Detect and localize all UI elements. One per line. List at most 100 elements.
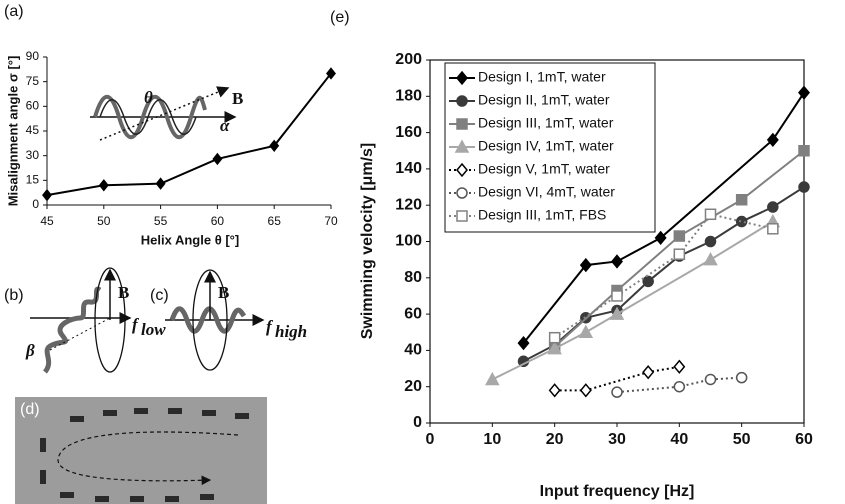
data-point: [98, 179, 109, 192]
diagram-b: (b) B β f low: [4, 267, 166, 374]
legend-marker: [456, 70, 468, 86]
series-line: [46, 72, 332, 197]
data-point: [704, 235, 717, 248]
y-tick-label: 0: [32, 197, 39, 211]
data-point: [673, 230, 686, 242]
panel-label: (b): [4, 287, 24, 304]
data-point: [611, 386, 623, 398]
data-point: [735, 194, 748, 206]
frequency-subscript: low: [141, 320, 166, 339]
x-tick-label: 50: [733, 431, 751, 448]
data-point: [704, 373, 717, 386]
x-tick-label: 60: [211, 214, 225, 228]
x-tick-label: 50: [97, 214, 111, 228]
x-tick-label: 60: [795, 431, 813, 448]
data-point: [673, 380, 686, 393]
frequency-subscript: high: [275, 322, 307, 341]
data-point: [654, 230, 667, 246]
data-point: [326, 67, 336, 80]
data-point: [704, 208, 717, 221]
theta-label: θ: [144, 88, 153, 107]
y-tick-label: 60: [26, 99, 40, 113]
y-tick-label: 90: [26, 49, 40, 63]
y-tick-label: 0: [413, 414, 422, 431]
legend-label: Design III, 1mT, FBS: [478, 207, 606, 223]
diagram-d: (d): [15, 397, 267, 504]
y-tick-label: 30: [26, 148, 40, 162]
data-point: [155, 177, 166, 190]
data-point: [578, 324, 594, 338]
y-axis-label: Misalignment angle σ [°]: [5, 56, 20, 207]
data-point: [547, 341, 562, 355]
x-tick-label: 65: [268, 214, 282, 228]
data-point: [42, 188, 52, 202]
y-tick-label: 80: [404, 269, 422, 286]
series-line: [616, 376, 742, 394]
data-point: [212, 152, 223, 166]
legend-box: [444, 62, 656, 233]
beta-label: β: [25, 341, 35, 360]
legend-marker: [456, 162, 468, 178]
y-tick-label: 75: [26, 74, 40, 88]
frequency-label: f: [132, 315, 140, 334]
data-point: [517, 335, 530, 351]
legend-marker: [456, 118, 468, 130]
legend-label: Design V, 1mT, water: [478, 161, 610, 177]
frequency-label: f: [266, 317, 274, 336]
legend-label: Design II, 1mT, water: [478, 92, 610, 108]
x-axis-label: Helix Angle θ [°]: [141, 232, 239, 247]
data-point: [735, 215, 748, 228]
series-line: [554, 365, 680, 392]
y-tick-label: 200: [395, 51, 422, 68]
x-tick-label: 20: [546, 431, 564, 448]
data-point: [485, 371, 500, 386]
data-point: [642, 365, 655, 380]
y-tick-label: 100: [395, 233, 422, 250]
panel-label: (a): [4, 3, 24, 20]
data-point: [703, 252, 718, 266]
y-tick-label: 160: [395, 124, 422, 141]
data-point: [269, 139, 280, 153]
y-tick-label: 60: [404, 305, 422, 322]
data-point: [673, 359, 686, 374]
y-tick-label: 20: [404, 378, 422, 395]
legend-label: Design IV, 1mT, water: [478, 138, 614, 154]
data-point: [767, 201, 779, 213]
series-line: [491, 220, 774, 381]
y-tick-label: 45: [26, 123, 40, 137]
y-axis-label: Swimming velocity [μm/s]: [359, 143, 376, 340]
y-tick-label: 180: [395, 88, 422, 105]
data-point: [798, 181, 810, 193]
y-tick-label: 140: [395, 160, 422, 177]
data-point: [673, 248, 686, 260]
series-line: [523, 186, 805, 363]
data-point: [548, 383, 561, 398]
x-tick-label: 40: [670, 431, 688, 448]
data-point: [609, 306, 625, 320]
diagram-c: (c) B f high: [150, 269, 307, 371]
data-point: [611, 290, 623, 302]
data-point: [642, 275, 654, 288]
legend-marker: [454, 139, 470, 153]
x-tick-label: 10: [483, 431, 501, 448]
x-tick-label: 45: [40, 214, 54, 228]
data-point: [611, 254, 623, 269]
legend-label: Design I, 1mT, water: [478, 69, 606, 85]
y-tick-label: 15: [26, 173, 40, 187]
x-tick-label: 55: [154, 214, 168, 228]
data-point: [798, 145, 810, 157]
legend-marker: [456, 187, 468, 199]
data-point: [548, 331, 561, 344]
data-point: [767, 223, 779, 235]
y-tick-label: 40: [404, 342, 422, 359]
legend-label: Design VI, 4mT, water: [478, 184, 615, 200]
x-tick-label: 70: [324, 214, 338, 228]
legend-label: Design III, 1mT, water: [478, 115, 614, 131]
y-tick-label: 120: [395, 196, 422, 213]
series-line: [522, 92, 805, 344]
data-point: [579, 257, 592, 273]
inset-diagram: θ B α: [90, 86, 243, 141]
field-label: B: [232, 89, 243, 108]
data-point: [766, 132, 779, 148]
